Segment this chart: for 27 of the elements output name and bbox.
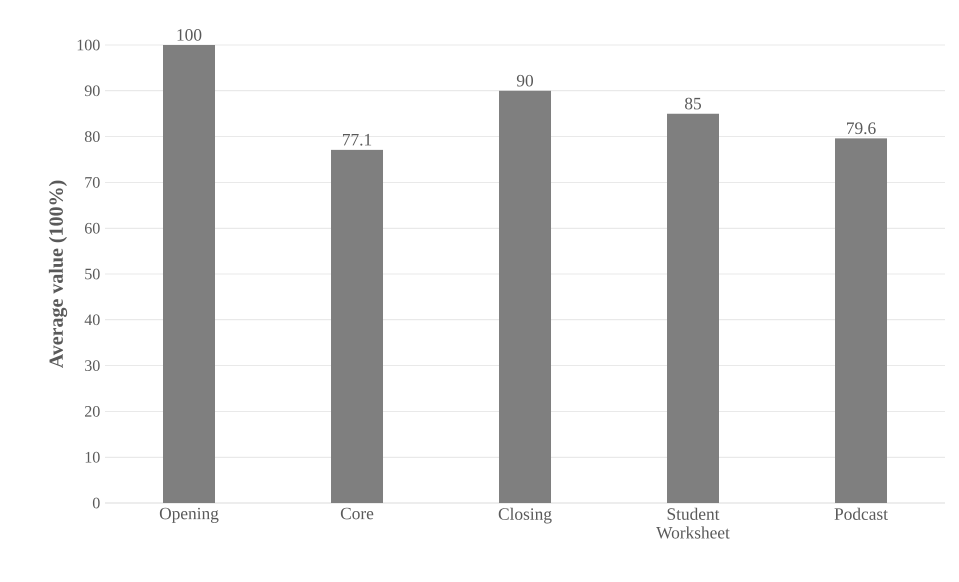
data-label: 90: [516, 74, 534, 87]
x-tick-label: Student Worksheet: [656, 508, 730, 539]
y-tick-label: 70: [85, 176, 100, 188]
data-label: 100: [178, 29, 202, 41]
bar: [667, 114, 720, 503]
y-tick-label: 80: [84, 131, 100, 142]
y-tick-label: 100: [78, 40, 100, 50]
y-tick-label: 90: [84, 85, 100, 96]
x-tick-label: Podcast: [834, 508, 888, 520]
y-tick-label: 40: [84, 314, 100, 326]
bar: [163, 44, 216, 503]
bar: [331, 150, 384, 503]
y-tick-label: 50: [85, 268, 100, 280]
y-tick-label: 30: [85, 360, 100, 371]
data-label: 77.1: [342, 134, 372, 146]
y-tick-label: 10: [86, 452, 100, 463]
data-label: 79.6: [846, 122, 876, 134]
y-tick-label: 20: [85, 406, 100, 417]
y-tick-label: 60: [84, 222, 100, 234]
bar: [835, 138, 888, 503]
bar: [499, 90, 552, 503]
x-tick-label: Opening: [160, 508, 219, 523]
data-label: 85: [685, 98, 701, 110]
y-axis-title: Average value (100%): [48, 180, 68, 368]
y-tick-label: 0: [92, 498, 100, 508]
x-tick-label: Closing: [498, 508, 552, 524]
x-tick-label: Core: [340, 508, 374, 520]
